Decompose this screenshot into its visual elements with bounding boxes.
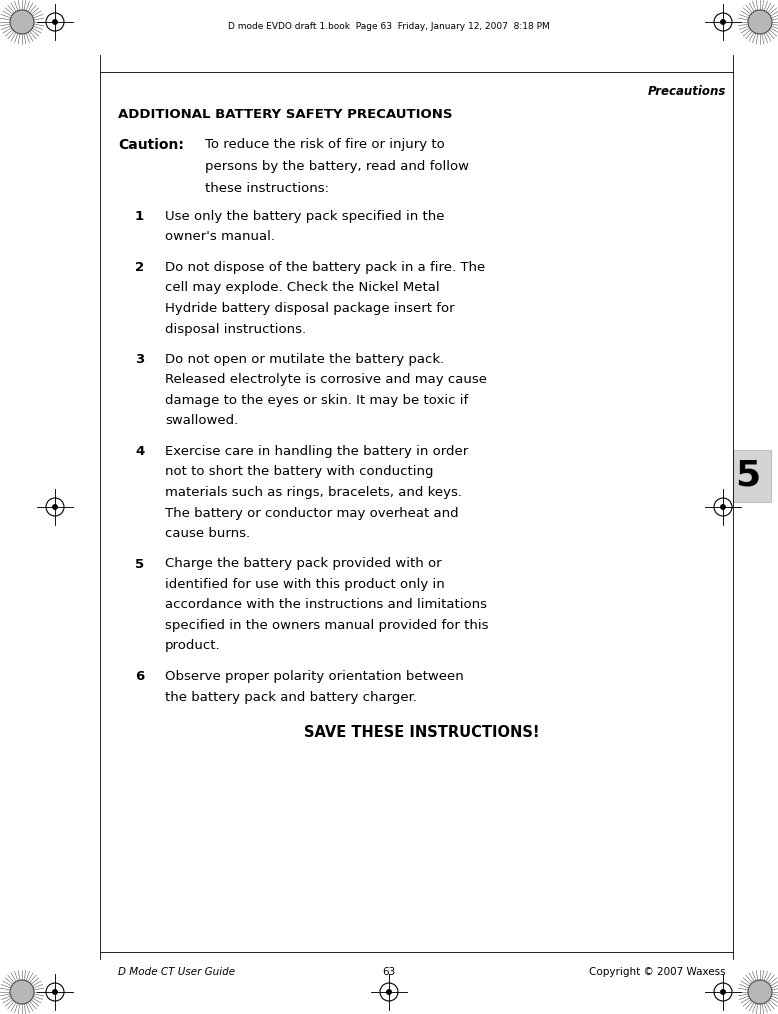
Text: 2: 2 — [135, 261, 144, 274]
Text: Exercise care in handling the battery in order: Exercise care in handling the battery in… — [165, 445, 468, 458]
Circle shape — [720, 19, 725, 24]
Circle shape — [10, 10, 34, 34]
Text: not to short the battery with conducting: not to short the battery with conducting — [165, 465, 433, 479]
Text: damage to the eyes or skin. It may be toxic if: damage to the eyes or skin. It may be to… — [165, 394, 468, 407]
Text: the battery pack and battery charger.: the battery pack and battery charger. — [165, 691, 417, 704]
Text: To reduce the risk of fire or injury to: To reduce the risk of fire or injury to — [205, 138, 445, 151]
Text: specified in the owners manual provided for this: specified in the owners manual provided … — [165, 619, 489, 632]
Text: materials such as rings, bracelets, and keys.: materials such as rings, bracelets, and … — [165, 486, 462, 499]
Text: accordance with the instructions and limitations: accordance with the instructions and lim… — [165, 598, 487, 611]
Text: Do not open or mutilate the battery pack.: Do not open or mutilate the battery pack… — [165, 353, 444, 366]
Text: identified for use with this product only in: identified for use with this product onl… — [165, 578, 445, 591]
Text: persons by the battery, read and follow: persons by the battery, read and follow — [205, 160, 469, 173]
Circle shape — [720, 505, 725, 509]
Text: Caution:: Caution: — [118, 138, 184, 152]
Text: The battery or conductor may overheat and: The battery or conductor may overheat an… — [165, 507, 458, 519]
Text: these instructions:: these instructions: — [205, 182, 329, 195]
Text: Precautions: Precautions — [647, 85, 726, 98]
Text: 6: 6 — [135, 670, 144, 683]
Text: 3: 3 — [135, 353, 144, 366]
Circle shape — [720, 990, 725, 995]
Circle shape — [10, 980, 34, 1004]
Text: product.: product. — [165, 640, 221, 652]
Text: Do not dispose of the battery pack in a fire. The: Do not dispose of the battery pack in a … — [165, 261, 485, 274]
Circle shape — [748, 980, 772, 1004]
Text: 1: 1 — [135, 210, 144, 223]
Text: SAVE THESE INSTRUCTIONS!: SAVE THESE INSTRUCTIONS! — [304, 725, 540, 740]
Text: 4: 4 — [135, 445, 144, 458]
Text: D Mode CT User Guide: D Mode CT User Guide — [118, 967, 235, 977]
Text: 63: 63 — [382, 967, 396, 977]
Circle shape — [387, 990, 391, 995]
Circle shape — [53, 505, 58, 509]
Text: Copyright © 2007 Waxess: Copyright © 2007 Waxess — [590, 967, 726, 977]
Text: ADDITIONAL BATTERY SAFETY PRECAUTIONS: ADDITIONAL BATTERY SAFETY PRECAUTIONS — [118, 108, 453, 121]
Text: cause burns.: cause burns. — [165, 527, 250, 540]
Circle shape — [53, 990, 58, 995]
Text: disposal instructions.: disposal instructions. — [165, 322, 306, 336]
Text: Use only the battery pack specified in the: Use only the battery pack specified in t… — [165, 210, 444, 223]
Circle shape — [53, 19, 58, 24]
Text: Charge the battery pack provided with or: Charge the battery pack provided with or — [165, 558, 442, 571]
Text: cell may explode. Check the Nickel Metal: cell may explode. Check the Nickel Metal — [165, 282, 440, 294]
Text: Released electrolyte is corrosive and may cause: Released electrolyte is corrosive and ma… — [165, 373, 487, 386]
Text: Observe proper polarity orientation between: Observe proper polarity orientation betw… — [165, 670, 464, 683]
Circle shape — [748, 10, 772, 34]
Text: Hydride battery disposal package insert for: Hydride battery disposal package insert … — [165, 302, 454, 315]
Text: 5: 5 — [735, 458, 760, 493]
Text: D mode EVDO draft 1.book  Page 63  Friday, January 12, 2007  8:18 PM: D mode EVDO draft 1.book Page 63 Friday,… — [228, 21, 550, 30]
Text: owner's manual.: owner's manual. — [165, 230, 275, 243]
Text: swallowed.: swallowed. — [165, 415, 238, 428]
Text: 5: 5 — [135, 558, 144, 571]
Bar — [733, 450, 771, 502]
